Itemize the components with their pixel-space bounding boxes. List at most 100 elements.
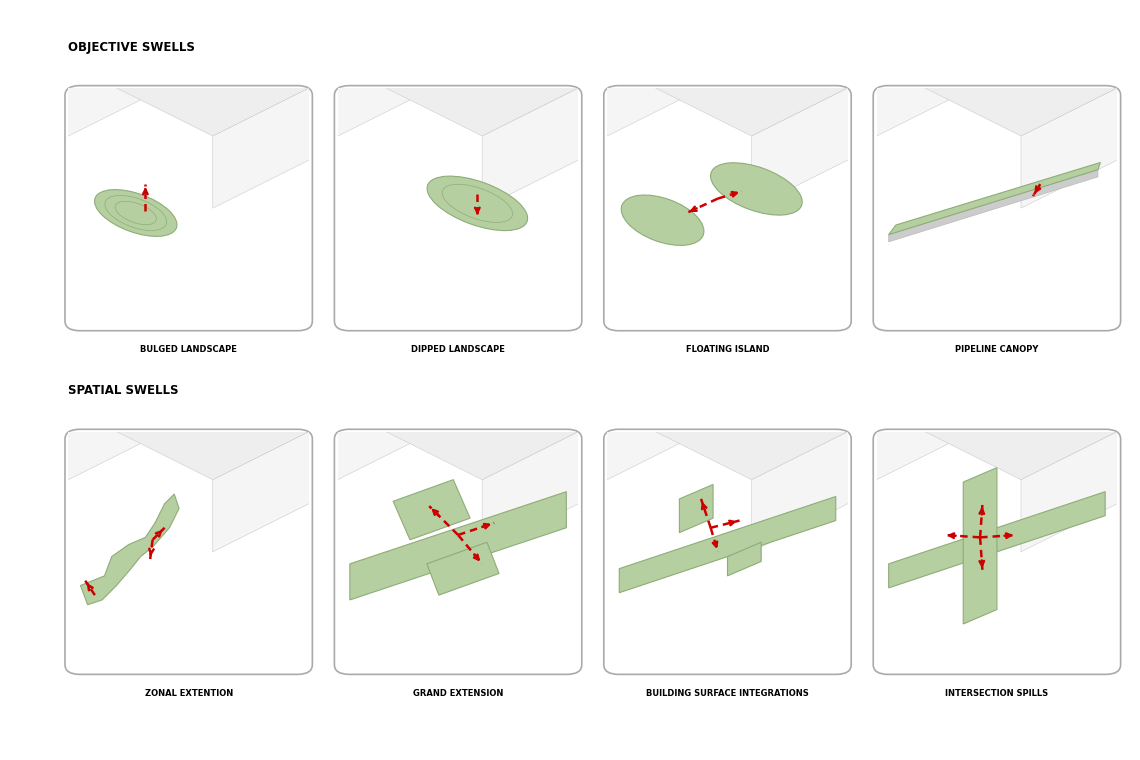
Polygon shape bbox=[266, 83, 337, 299]
Polygon shape bbox=[673, 0, 792, 306]
Polygon shape bbox=[756, 299, 948, 395]
Polygon shape bbox=[610, 0, 706, 10]
Polygon shape bbox=[393, 480, 470, 540]
Polygon shape bbox=[759, 17, 951, 112]
Polygon shape bbox=[140, 221, 321, 312]
Polygon shape bbox=[1021, 0, 1093, 191]
Polygon shape bbox=[506, 0, 591, 52]
Polygon shape bbox=[584, 299, 679, 444]
Polygon shape bbox=[398, 233, 494, 401]
Polygon shape bbox=[426, 542, 499, 595]
Polygon shape bbox=[386, 378, 591, 480]
Polygon shape bbox=[679, 221, 860, 312]
Polygon shape bbox=[129, 0, 225, 58]
Text: OBJECTIVE SWELLS: OBJECTIVE SWELLS bbox=[68, 41, 195, 54]
Polygon shape bbox=[992, 0, 1089, 40]
Polygon shape bbox=[612, 0, 792, 71]
Polygon shape bbox=[751, 426, 860, 552]
Polygon shape bbox=[667, 233, 764, 401]
Polygon shape bbox=[679, 484, 714, 533]
Polygon shape bbox=[567, 0, 686, 89]
Polygon shape bbox=[0, 65, 181, 167]
Polygon shape bbox=[129, 233, 225, 401]
Polygon shape bbox=[879, 233, 976, 353]
Polygon shape bbox=[723, 0, 819, 40]
Polygon shape bbox=[430, 0, 502, 83]
Polygon shape bbox=[584, 4, 679, 148]
Polygon shape bbox=[1033, 33, 1130, 154]
Polygon shape bbox=[775, 0, 860, 52]
Polygon shape bbox=[692, 0, 764, 94]
Polygon shape bbox=[535, 83, 608, 299]
Polygon shape bbox=[225, 0, 345, 125]
Text: FLOATING ISLAND: FLOATING ISLAND bbox=[685, 345, 770, 354]
Polygon shape bbox=[213, 426, 321, 552]
Polygon shape bbox=[667, 0, 764, 58]
Polygon shape bbox=[515, 65, 720, 167]
Polygon shape bbox=[1105, 0, 1140, 89]
Polygon shape bbox=[951, 0, 1048, 125]
Polygon shape bbox=[482, 0, 554, 191]
Polygon shape bbox=[889, 0, 937, 257]
Polygon shape bbox=[237, 269, 321, 395]
Polygon shape bbox=[237, 0, 321, 52]
Polygon shape bbox=[732, 40, 792, 335]
Polygon shape bbox=[651, 0, 771, 46]
Polygon shape bbox=[884, 275, 1089, 378]
Polygon shape bbox=[73, 0, 253, 71]
Polygon shape bbox=[8, 0, 129, 233]
Polygon shape bbox=[636, 125, 720, 384]
Polygon shape bbox=[694, 29, 777, 167]
Polygon shape bbox=[454, 275, 549, 384]
Polygon shape bbox=[1033, 0, 1130, 10]
Polygon shape bbox=[333, 312, 430, 444]
Polygon shape bbox=[494, 221, 591, 353]
Polygon shape bbox=[494, 33, 591, 154]
Polygon shape bbox=[153, 281, 225, 438]
Polygon shape bbox=[889, 0, 1009, 197]
Polygon shape bbox=[855, 17, 951, 173]
Polygon shape bbox=[872, 16, 968, 148]
Polygon shape bbox=[963, 29, 1048, 167]
Polygon shape bbox=[487, 0, 679, 52]
Polygon shape bbox=[513, 0, 573, 40]
Polygon shape bbox=[937, 233, 1033, 401]
Polygon shape bbox=[343, 0, 523, 71]
Polygon shape bbox=[980, 0, 1089, 94]
Polygon shape bbox=[487, 23, 608, 263]
Polygon shape bbox=[367, 125, 451, 384]
Polygon shape bbox=[333, 0, 430, 100]
Polygon shape bbox=[614, 275, 819, 378]
Polygon shape bbox=[482, 426, 591, 552]
Polygon shape bbox=[751, 82, 860, 208]
Polygon shape bbox=[584, 347, 679, 492]
Polygon shape bbox=[727, 542, 762, 576]
Polygon shape bbox=[1033, 221, 1130, 353]
Polygon shape bbox=[357, 0, 417, 119]
Polygon shape bbox=[331, 65, 451, 341]
Polygon shape bbox=[864, 233, 1033, 317]
Polygon shape bbox=[237, 0, 430, 64]
Text: ZONAL EXTENTION: ZONAL EXTENTION bbox=[145, 689, 233, 698]
Polygon shape bbox=[619, 496, 836, 593]
Text: GRAND EXTENSION: GRAND EXTENSION bbox=[413, 689, 503, 698]
Polygon shape bbox=[889, 169, 1098, 242]
Polygon shape bbox=[0, 83, 68, 299]
Polygon shape bbox=[218, 23, 337, 263]
Polygon shape bbox=[314, 347, 410, 492]
Polygon shape bbox=[434, 0, 554, 155]
Polygon shape bbox=[1033, 0, 1140, 125]
Polygon shape bbox=[595, 233, 764, 317]
Polygon shape bbox=[225, 378, 321, 498]
Polygon shape bbox=[213, 82, 321, 208]
Polygon shape bbox=[463, 40, 523, 335]
Polygon shape bbox=[0, 23, 68, 119]
Polygon shape bbox=[987, 161, 1096, 299]
Polygon shape bbox=[879, 185, 976, 306]
Polygon shape bbox=[868, 0, 1048, 71]
Polygon shape bbox=[980, 323, 1089, 438]
Text: SPATIAL SWELLS: SPATIAL SWELLS bbox=[68, 385, 179, 397]
Polygon shape bbox=[44, 299, 140, 444]
Polygon shape bbox=[948, 221, 1130, 312]
Polygon shape bbox=[597, 0, 777, 71]
